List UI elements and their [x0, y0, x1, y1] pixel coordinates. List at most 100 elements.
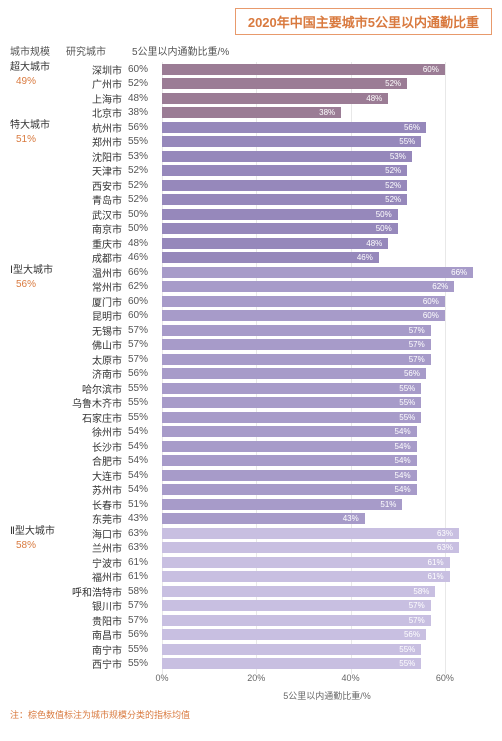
bar: 63% [162, 542, 459, 553]
bar-cell: 57% [162, 600, 492, 611]
value-label: 43% [128, 513, 162, 524]
bar: 61% [162, 557, 450, 568]
value-label: 54% [128, 441, 162, 452]
category-cell: Ⅱ型大城市58% [10, 526, 66, 552]
value-label: 48% [128, 93, 162, 104]
bar: 66% [162, 267, 473, 278]
bar: 43% [162, 513, 365, 524]
table-row: 天津市52%52% [10, 164, 492, 179]
header-value: 5公里以内通勤比重/% [128, 43, 492, 58]
table-row: 厦门市60%60% [10, 294, 492, 309]
bar-cell: 57% [162, 615, 492, 626]
bar-cell: 55% [162, 383, 492, 394]
bar-cell: 48% [162, 238, 492, 249]
bar-value-label: 60% [423, 65, 439, 74]
value-label: 60% [128, 296, 162, 307]
city-name: 乌鲁木齐市 [66, 395, 128, 410]
bar-value-label: 55% [399, 384, 415, 393]
table-row: 南京市50%50% [10, 222, 492, 237]
value-label: 52% [128, 194, 162, 205]
x-tick: 40% [342, 673, 360, 683]
bar: 57% [162, 339, 431, 350]
bar-cell: 46% [162, 252, 492, 263]
value-label: 61% [128, 557, 162, 568]
city-name: 长春市 [66, 497, 128, 512]
city-name: 温州市 [66, 265, 128, 280]
footnote: 注：棕色数值标注为城市规模分类的指标均值 [10, 708, 492, 721]
table-row: 无锡市57%57% [10, 323, 492, 338]
city-name: 天津市 [66, 163, 128, 178]
table-row: 西安市52%52% [10, 178, 492, 193]
bar-cell: 57% [162, 354, 492, 365]
bar: 52% [162, 78, 407, 89]
value-label: 63% [128, 542, 162, 553]
value-label: 54% [128, 455, 162, 466]
x-tick: 0% [155, 673, 168, 683]
x-tick: 20% [247, 673, 265, 683]
table-row: 哈尔滨市55%55% [10, 381, 492, 396]
value-label: 46% [128, 252, 162, 263]
bar: 57% [162, 354, 431, 365]
value-label: 63% [128, 528, 162, 539]
table-row: 武汉市50%50% [10, 207, 492, 222]
bar-value-label: 56% [404, 630, 420, 639]
city-name: 合肥市 [66, 453, 128, 468]
bar: 51% [162, 499, 402, 510]
bar-cell: 58% [162, 586, 492, 597]
city-name: 北京市 [66, 105, 128, 120]
bar-cell: 54% [162, 484, 492, 495]
value-label: 52% [128, 180, 162, 191]
bar-cell: 50% [162, 223, 492, 234]
bar-value-label: 46% [357, 253, 373, 262]
bar-value-label: 48% [366, 239, 382, 248]
bar-cell: 61% [162, 571, 492, 582]
bar-value-label: 38% [319, 108, 335, 117]
category-avg: 56% [16, 279, 36, 292]
bar: 52% [162, 165, 407, 176]
bar: 55% [162, 136, 421, 147]
x-axis-ticks: 0%20%40%60% [162, 673, 492, 687]
value-label: 57% [128, 354, 162, 365]
bar-value-label: 55% [399, 659, 415, 668]
category-avg: 58% [16, 540, 36, 553]
bar: 61% [162, 571, 450, 582]
city-name: 南宁市 [66, 642, 128, 657]
table-row: 东莞市43%43% [10, 512, 492, 527]
x-axis-label: 5公里以内通勤比重/% [162, 689, 492, 702]
category-cell: Ⅰ型大城市56% [10, 265, 66, 291]
bar-value-label: 63% [437, 529, 453, 538]
bar: 54% [162, 441, 417, 452]
value-label: 50% [128, 223, 162, 234]
bar: 50% [162, 223, 398, 234]
table-row: 银川市57%57% [10, 599, 492, 614]
chart-area: 超大城市49%深圳市60%60%广州市52%52%上海市48%48%北京市38%… [10, 62, 492, 702]
header-city: 研究城市 [66, 43, 128, 58]
table-row: 特大城市51%杭州市56%56% [10, 120, 492, 135]
bar-value-label: 57% [409, 355, 425, 364]
bar-value-label: 66% [451, 268, 467, 277]
bar: 54% [162, 455, 417, 466]
bar-cell: 50% [162, 209, 492, 220]
city-name: 大连市 [66, 468, 128, 483]
table-row: 重庆市48%48% [10, 236, 492, 251]
bar: 56% [162, 629, 426, 640]
bar-cell: 52% [162, 194, 492, 205]
table-row: 佛山市57%57% [10, 338, 492, 353]
bar-value-label: 43% [343, 514, 359, 523]
category-avg: 51% [16, 134, 36, 147]
table-row: 合肥市54%54% [10, 454, 492, 469]
header-category: 城市规模 [10, 43, 66, 58]
table-row: 苏州市54%54% [10, 483, 492, 498]
table-row: 福州市61%61% [10, 570, 492, 585]
category-name: 特大城市 [10, 120, 50, 133]
bar-cell: 57% [162, 339, 492, 350]
city-name: 西安市 [66, 178, 128, 193]
bar-cell: 54% [162, 426, 492, 437]
table-row: 超大城市49%深圳市60%60% [10, 62, 492, 77]
table-row: 广州市52%52% [10, 77, 492, 92]
bar-value-label: 61% [428, 572, 444, 581]
bar: 52% [162, 180, 407, 191]
bar-value-label: 54% [395, 485, 411, 494]
city-name: 西宁市 [66, 656, 128, 671]
bar-cell: 61% [162, 557, 492, 568]
